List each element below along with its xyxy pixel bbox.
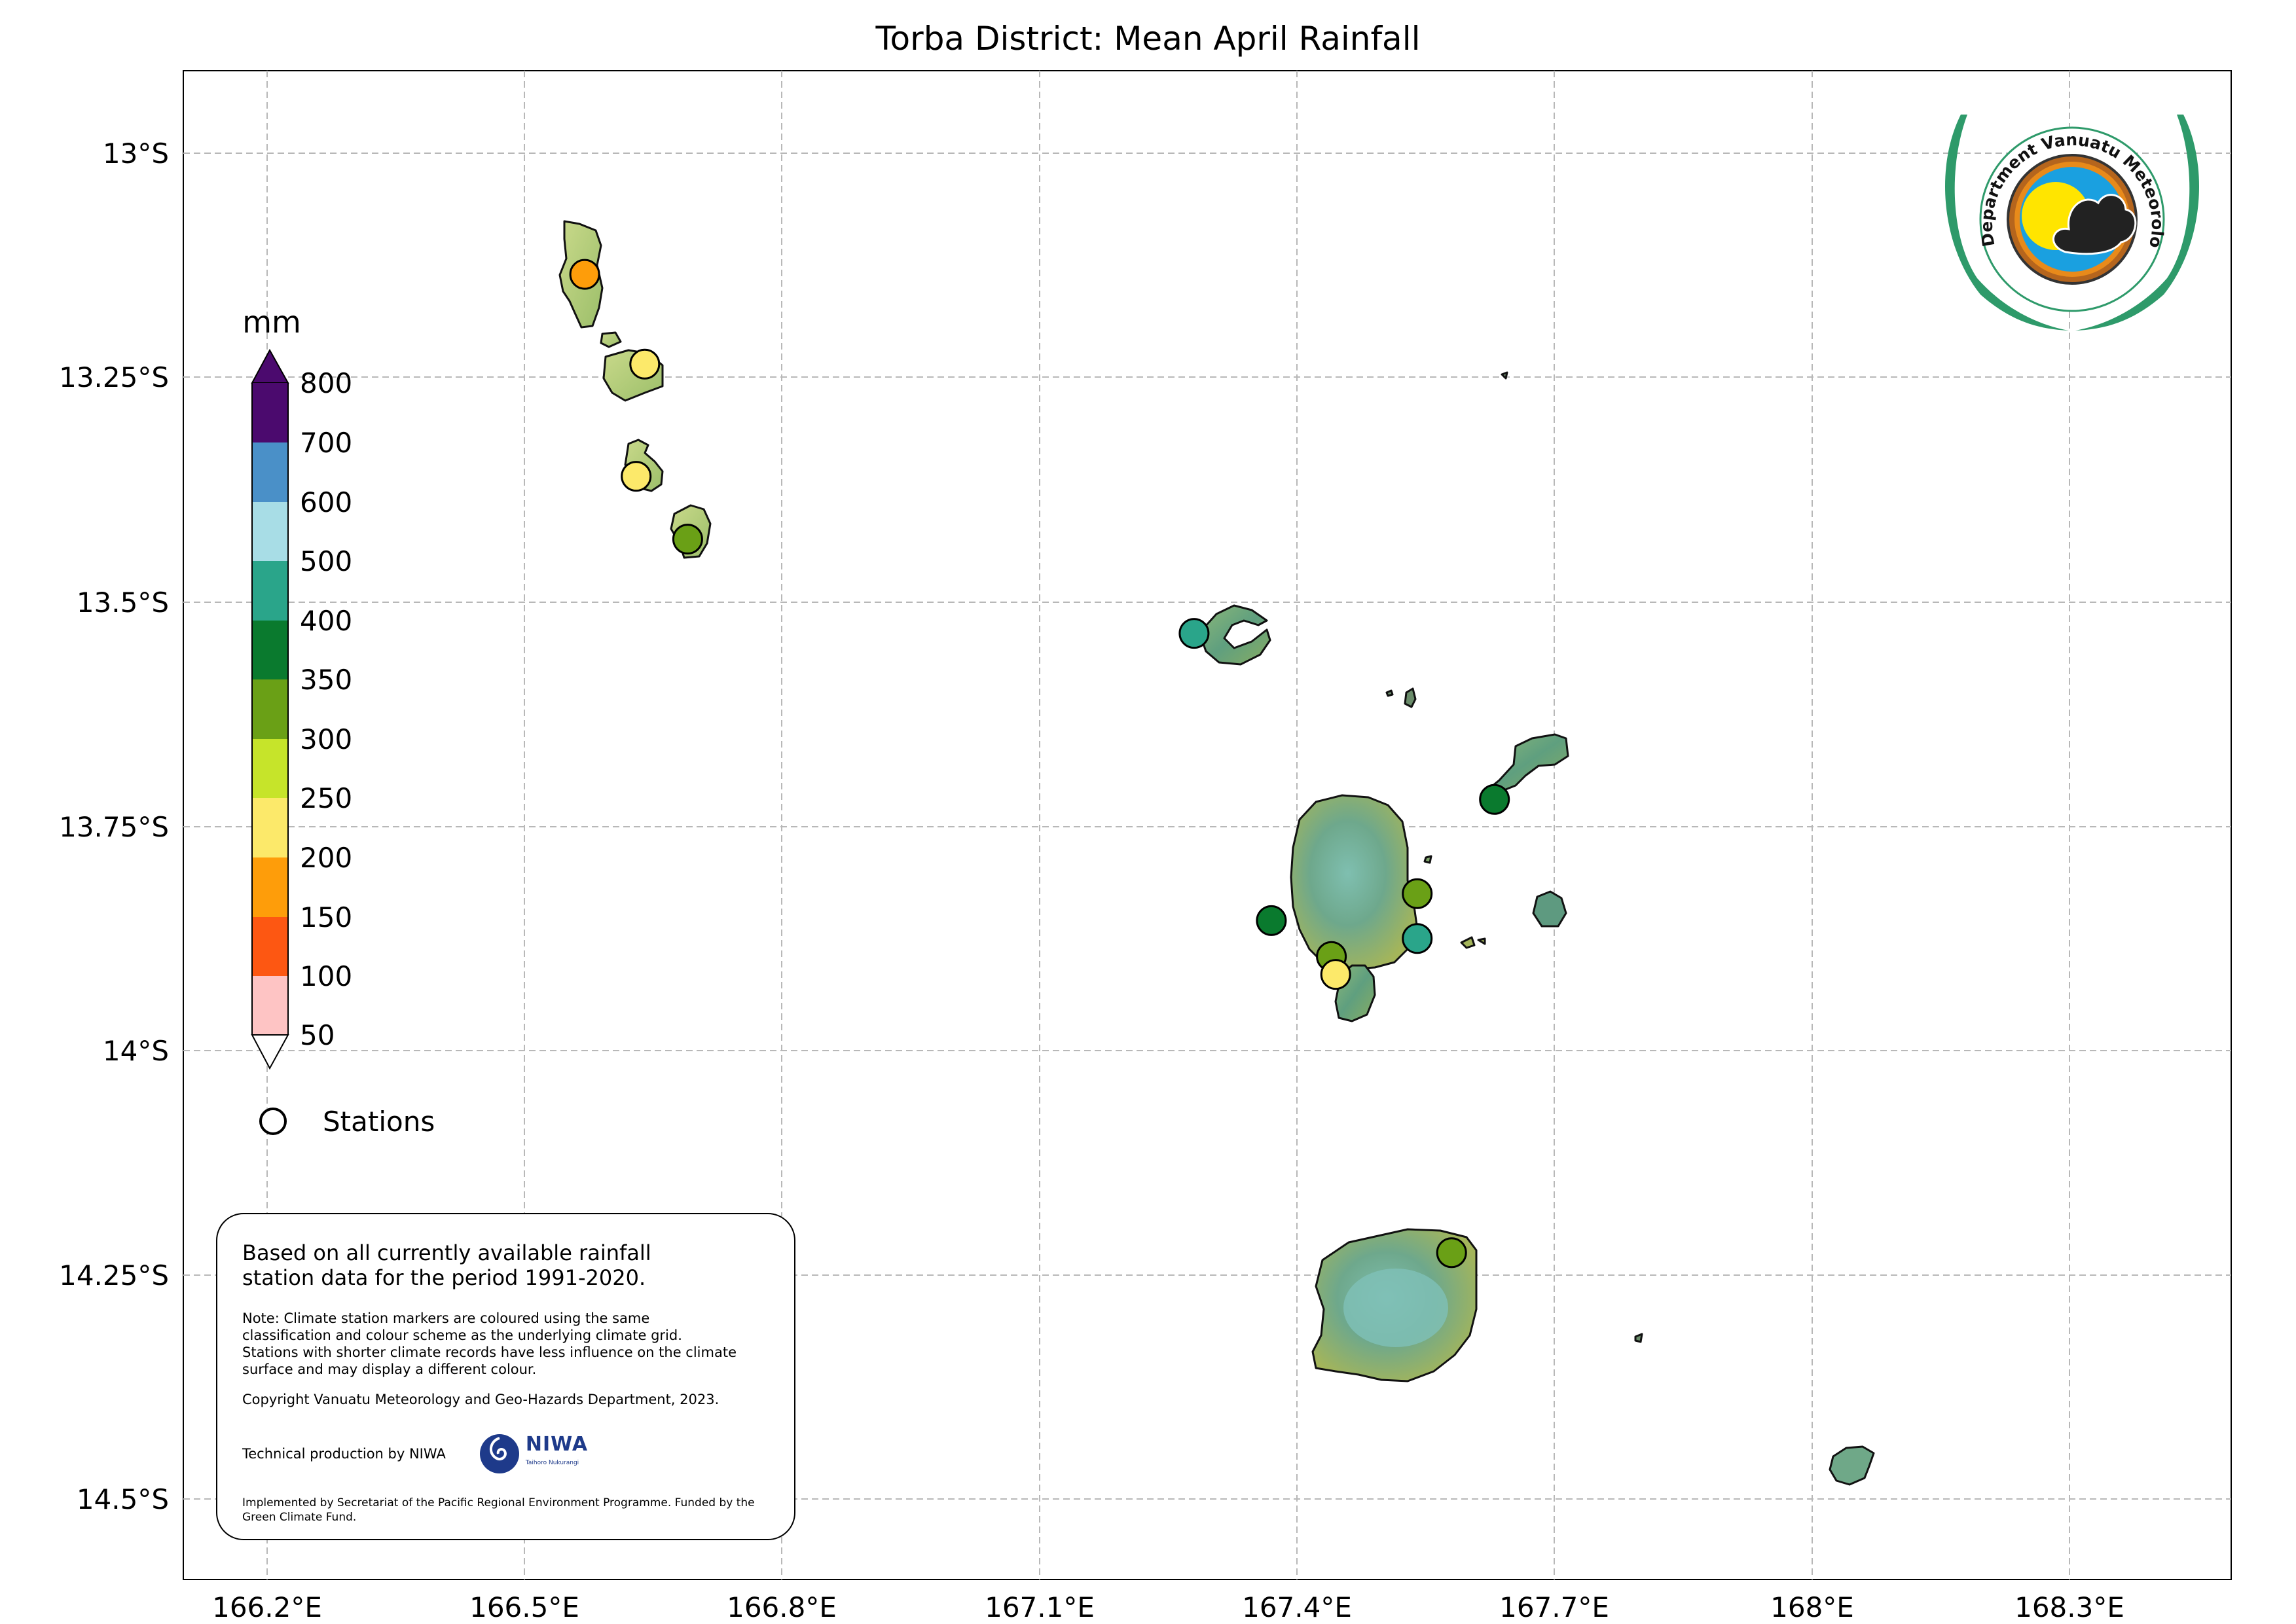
station-marker [1402, 878, 1433, 909]
station-marker [1256, 905, 1287, 936]
notes-note-text: Note: Climate station markers are colour… [242, 1310, 737, 1377]
colorbar-label: 800 [300, 367, 352, 399]
colorbar-band [252, 976, 288, 1035]
colorbar-label: 350 [300, 664, 352, 696]
island-vanua-lava [1290, 794, 1419, 970]
y-tick-label: 14°S [103, 1035, 169, 1067]
x-tick-label: 166.8°E [727, 1591, 837, 1623]
colorbar-label: 150 [300, 901, 352, 933]
station-marker [621, 461, 652, 492]
colorbar-band [252, 383, 288, 442]
island-metoma [600, 331, 622, 348]
island-ureparapara [1200, 604, 1271, 666]
colorbar-label: 50 [300, 1019, 335, 1051]
niwa-logo-text: NIWA [525, 1433, 589, 1456]
island-merelava [1829, 1445, 1875, 1486]
notes-main-text: Based on all currently available rainfal… [242, 1240, 651, 1290]
x-tick-label: 167.4°E [1242, 1591, 1352, 1623]
map-title: Torba District: Mean April Rainfall [875, 20, 1421, 58]
island-merelava-small [1532, 890, 1567, 928]
islet [1460, 936, 1476, 949]
y-tick-label: 13.25°S [59, 361, 169, 393]
station-markers [569, 259, 1510, 1269]
x-tick-label: 167.7°E [1499, 1591, 1609, 1623]
station-marker [569, 259, 600, 290]
colorbar-band [252, 502, 288, 561]
colorbar-label: 600 [300, 486, 352, 518]
stations-legend-label: Stations [323, 1106, 435, 1138]
colorbar-band [252, 798, 288, 857]
station-marker [1436, 1237, 1467, 1269]
gaua-crater-lake [1343, 1269, 1448, 1347]
colorbar-band [252, 561, 288, 621]
x-tick-label: 166.5°E [469, 1591, 579, 1623]
niwa-swirl-icon [479, 1434, 519, 1473]
island-rowa [1404, 687, 1417, 708]
station-marker [1320, 959, 1351, 990]
x-tick-label: 166.2°E [212, 1591, 322, 1623]
niwa-logo: NIWA Taihoro Nukurangi [479, 1433, 588, 1475]
colorbar-label: 200 [300, 842, 352, 874]
colorbar-band [252, 917, 288, 976]
colorbar-label: 500 [300, 545, 352, 577]
notes-production-row: Technical production by NIWA NIWA Taihor… [242, 1433, 769, 1475]
island-motalava [1484, 733, 1569, 793]
colorbar-band [252, 621, 288, 679]
logo-cloud [2052, 194, 2137, 255]
y-tick-label: 14.5°S [77, 1483, 169, 1515]
notes-implemented: Implemented by Secretariat of the Pacifi… [242, 1496, 755, 1524]
colorbar-extend-min [251, 1034, 289, 1070]
island-rowa-islet [1385, 689, 1394, 697]
station-marker [1479, 784, 1510, 815]
station-marker [672, 524, 703, 555]
colorbar-unit: mm [242, 304, 301, 340]
niwa-logo-subtext: Taihoro Nukurangi [525, 1460, 579, 1466]
colorbar: mm 800 700 600 500 400 350 300 250 200 1… [242, 304, 352, 1070]
colorbar-label: 100 [300, 960, 352, 992]
x-tick-label: 168°E [1770, 1591, 1854, 1623]
islet [1634, 1333, 1643, 1343]
stations-legend: Stations [259, 1106, 435, 1138]
notes-production-text: Technical production by NIWA [242, 1446, 446, 1462]
y-axis: 13°S 13.25°S 13.5°S 13.75°S 14°S 14.25°S… [59, 137, 169, 1515]
colorbar-label: 400 [300, 605, 352, 637]
laurel-wreath [1945, 115, 2199, 331]
x-tick-label: 167.1°E [985, 1591, 1095, 1623]
notes-copyright: Copyright Vanuatu Meteorology and Geo-Ha… [242, 1392, 720, 1407]
x-axis: 166.2°E 166.5°E 166.8°E 167.1°E 167.4°E … [212, 1591, 2124, 1623]
colorbar-outline [251, 383, 289, 1035]
y-tick-label: 14.25°S [59, 1259, 169, 1291]
islet [1501, 371, 1508, 380]
islet [1477, 937, 1486, 945]
y-tick-label: 13°S [103, 137, 169, 170]
colorbar-band [252, 739, 288, 798]
islet [1423, 855, 1432, 864]
colorbar-band [252, 442, 288, 502]
colorbar-label: 250 [300, 782, 352, 814]
vmgd-logo: Department Vanuatu Meteorology and Geo-H… [1945, 115, 2199, 331]
station-legend-marker [259, 1108, 287, 1135]
colorbar-band [252, 679, 288, 739]
station-marker [629, 348, 661, 380]
station-marker [1402, 923, 1433, 954]
colorbar-label: 700 [300, 427, 352, 459]
colorbar-label: 300 [300, 723, 352, 755]
notes-box: Based on all currently available rainfal… [216, 1213, 795, 1540]
y-tick-label: 13.75°S [59, 811, 169, 843]
colorbar-band [252, 857, 288, 917]
station-marker [1178, 618, 1210, 649]
x-tick-label: 168.3°E [2014, 1591, 2124, 1623]
y-tick-label: 13.5°S [77, 586, 169, 619]
